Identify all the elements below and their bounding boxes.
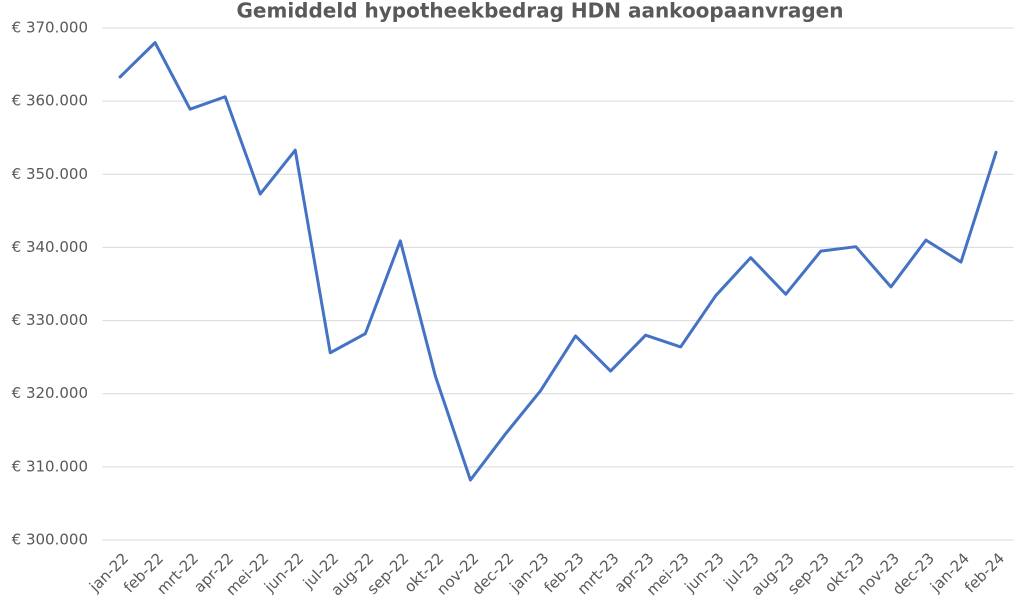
y-tick-label: € 340.000 xyxy=(12,238,88,256)
y-tick-label: € 360.000 xyxy=(12,92,88,110)
y-tick-label: € 370.000 xyxy=(12,19,88,37)
y-tick-label: € 310.000 xyxy=(12,457,88,475)
x-tick-label: jun-22 xyxy=(260,549,307,596)
y-tick-label: € 350.000 xyxy=(12,165,88,183)
x-tick-label: jun-23 xyxy=(681,549,728,596)
y-tick-label: € 320.000 xyxy=(12,384,88,402)
data-line xyxy=(118,41,998,482)
chart-title: Gemiddeld hypotheekbedrag HDN aankoopaan… xyxy=(237,0,844,23)
y-tick-label: € 300.000 xyxy=(12,531,88,549)
x-tick-label: feb-24 xyxy=(961,549,1008,596)
y-tick-label: € 330.000 xyxy=(12,311,88,329)
